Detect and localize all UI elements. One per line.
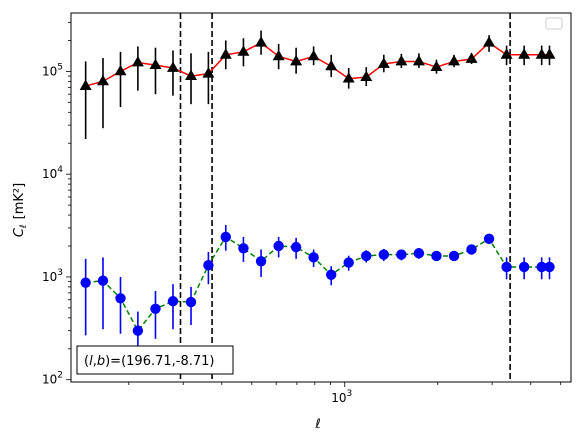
data-series [79,30,556,359]
data-point [518,261,530,273]
data-point [131,56,144,67]
data-point [115,293,126,304]
data-point [543,48,556,59]
data-point [114,64,127,76]
data-point [79,79,92,90]
data-point [465,52,478,63]
data-point [466,244,477,255]
data-point [361,250,372,262]
data-point [378,249,390,260]
series-line [85,235,550,333]
data-point [343,257,354,268]
y-tick-label: 102 [42,371,63,387]
series-line [85,41,550,87]
data-point [500,48,513,59]
data-point [377,57,390,68]
x-axis-label: ℓ [314,417,320,432]
data-point [185,69,197,80]
data-point [149,58,162,70]
data-point [290,54,303,66]
data-point [219,48,232,59]
data-point [272,49,285,61]
data-point [536,261,547,273]
data-point [544,261,555,273]
axes-frame [70,12,572,383]
annotation-box: (l,b)=(196.71,-8.71) [76,345,234,375]
annotation-frame [76,345,234,375]
data-point [202,67,215,78]
data-point [220,231,231,243]
data-point [308,252,319,263]
data-point [395,54,408,66]
data-point [396,249,407,260]
series-triangles [79,30,556,139]
axes: 103 102 103 104 105 [42,12,572,405]
data-point [167,61,179,72]
plot-area [71,13,571,382]
data-point [535,48,548,59]
data-point [80,277,91,288]
legend-box [545,17,563,30]
y-tick-label: 104 [42,165,63,181]
data-point [483,36,496,47]
data-point [307,49,320,61]
data-point [431,250,442,262]
data-point [237,45,250,56]
data-point [167,296,179,307]
data-point [203,260,214,271]
data-point [501,261,512,273]
y-tick-label: 105 [42,62,63,78]
data-point [360,70,373,82]
y-tick-label: 103 [42,268,63,284]
data-point [97,275,109,286]
annotation-text: (l,b)=(196.71,-8.71) [84,354,214,369]
data-point [150,303,161,314]
data-point [413,248,425,259]
data-point [132,325,144,336]
data-point [325,269,337,280]
x-tick-label: 103 [331,389,352,405]
vertical-lines [179,13,511,382]
data-point [342,72,355,83]
data-point [412,54,425,66]
data-point [290,241,302,253]
data-point [430,60,443,72]
data-point [448,250,460,262]
data-point [97,74,109,86]
data-point [273,240,284,252]
data-point [238,243,249,254]
y-axis-label: Cℓ[mK²] [12,183,29,237]
series-circles [80,225,555,359]
data-point [255,36,268,47]
data-point [483,233,495,245]
data-point [518,48,531,59]
legend [545,17,563,30]
data-point [325,59,338,71]
plot-background [71,13,571,382]
data-point [255,256,267,267]
data-point [185,296,197,308]
data-point [448,54,460,66]
